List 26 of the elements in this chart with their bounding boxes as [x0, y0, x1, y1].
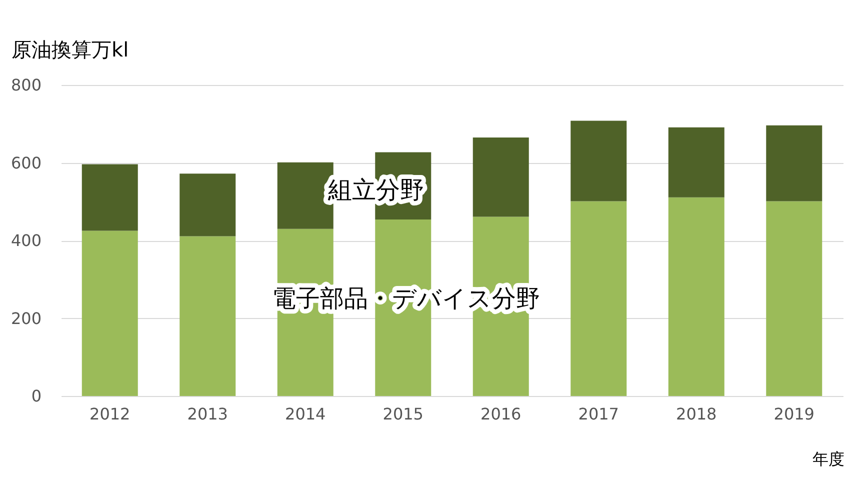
y-tick-label: 400	[10, 231, 42, 250]
bar	[180, 174, 236, 236]
bar	[668, 197, 724, 396]
y-tick-label: 800	[10, 76, 42, 94]
x-tick-label: 2015	[382, 404, 424, 424]
bar	[472, 137, 529, 217]
y-tick-label: 200	[10, 308, 42, 328]
y-tick-label: 0	[31, 386, 42, 406]
bar	[82, 230, 138, 396]
x-tick-label: 2012	[90, 404, 130, 424]
x-tick-label: 2016	[480, 404, 522, 424]
x-tick-label: 2013	[187, 404, 228, 424]
x-tick-label: 2019	[774, 404, 814, 424]
bar	[668, 127, 724, 198]
bar	[570, 201, 627, 396]
bar	[570, 120, 627, 202]
x-tick-label: 2018	[676, 404, 717, 424]
y-tick-label: 600	[10, 153, 42, 172]
bar	[766, 201, 822, 396]
bar	[766, 125, 822, 202]
x-axis-title: 年度	[812, 450, 844, 468]
y-axis-title: 原油換算万kl	[12, 38, 129, 62]
bar	[82, 164, 138, 231]
x-tick-label: 2017	[578, 404, 619, 424]
x-tick-label: 2014	[285, 404, 326, 424]
bar	[180, 236, 236, 396]
